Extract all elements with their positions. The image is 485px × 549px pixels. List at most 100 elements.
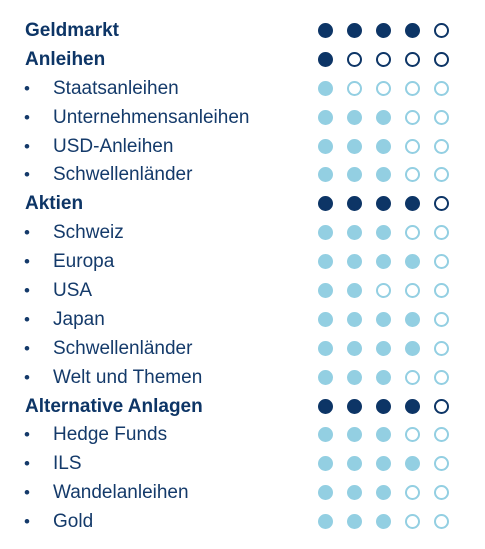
filled-dot-icon: [376, 398, 391, 414]
subcategory-label: Wandelanleihen: [53, 482, 189, 504]
subcategory-label: Schwellenländer: [53, 337, 193, 359]
subcategory-row: • ILS: [0, 450, 485, 479]
rating-dots: [318, 225, 449, 242]
filled-dot-icon: [347, 23, 362, 38]
rating-dots: [318, 369, 449, 387]
filled-dot-icon: [376, 340, 391, 356]
empty-dot-icon: [434, 485, 449, 501]
subcategory-row: • Staatsanleihen: [0, 75, 485, 104]
empty-dot-icon: [434, 138, 449, 154]
empty-dot-icon: [434, 398, 449, 414]
empty-dot-icon: [405, 225, 420, 241]
filled-dot-icon: [318, 225, 333, 241]
filled-dot-icon: [405, 311, 420, 327]
bullet-icon: •: [24, 425, 30, 445]
filled-dot-icon: [376, 109, 391, 125]
filled-dot-icon: [347, 456, 362, 472]
filled-dot-icon: [318, 51, 333, 67]
rating-dots: [318, 51, 449, 69]
rating-dots: [318, 167, 449, 184]
rating-dots: [318, 311, 449, 329]
filled-dot-icon: [376, 514, 391, 530]
empty-dot-icon: [347, 80, 362, 96]
bullet-icon: •: [24, 281, 30, 301]
filled-dot-icon: [376, 311, 391, 327]
subcategory-row: • Japan: [0, 306, 485, 335]
filled-dot-icon: [318, 340, 333, 356]
rating-dots: [318, 456, 449, 473]
subcategory-label: Europa: [53, 251, 115, 273]
filled-dot-icon: [318, 398, 333, 414]
empty-dot-icon: [376, 80, 391, 96]
filled-dot-icon: [405, 196, 420, 212]
filled-dot-icon: [376, 196, 391, 212]
rating-dots: [318, 340, 449, 358]
filled-dot-icon: [376, 138, 391, 154]
bullet-icon: •: [24, 454, 30, 474]
filled-dot-icon: [347, 283, 362, 299]
subcategory-label: USA: [53, 280, 93, 302]
empty-dot-icon: [434, 311, 449, 327]
empty-dot-icon: [434, 51, 449, 67]
filled-dot-icon: [318, 196, 333, 212]
rating-dots: [318, 80, 449, 98]
rating-dots: [318, 109, 449, 127]
empty-dot-icon: [405, 427, 420, 443]
filled-dot-icon: [318, 514, 333, 530]
filled-dot-icon: [405, 254, 420, 270]
empty-dot-icon: [405, 51, 420, 67]
empty-dot-icon: [434, 167, 449, 183]
subcategory-label: Welt und Themen: [53, 366, 203, 388]
subcategory-row: • Hedge Funds: [0, 421, 485, 450]
rating-dots: [318, 254, 449, 271]
subcategory-label: Unternehmensanleihen: [53, 106, 250, 128]
bullet-icon: •: [24, 367, 30, 387]
rating-dots: [318, 398, 449, 416]
bullet-icon: •: [24, 107, 30, 127]
category-label: Geldmarkt: [25, 20, 119, 41]
bullet-icon: •: [24, 512, 30, 532]
filled-dot-icon: [405, 23, 420, 38]
filled-dot-icon: [318, 485, 333, 501]
filled-dot-icon: [347, 311, 362, 327]
category-row: Anleihen: [0, 46, 485, 75]
filled-dot-icon: [318, 456, 333, 472]
allocation-rating-table: Geldmarkt Anleihen • Staatsanleihen • Unterne…: [0, 17, 485, 537]
filled-dot-icon: [347, 340, 362, 356]
filled-dot-icon: [376, 225, 391, 241]
filled-dot-icon: [318, 80, 333, 96]
filled-dot-icon: [318, 369, 333, 385]
filled-dot-icon: [318, 167, 333, 183]
filled-dot-icon: [318, 427, 333, 443]
subcategory-row: • Welt und Themen: [0, 364, 485, 393]
bullet-icon: •: [24, 78, 30, 98]
subcategory-label: Schweiz: [53, 222, 124, 244]
subcategory-label: USD-Anleihen: [53, 135, 174, 157]
subcategory-row: • Gold: [0, 508, 485, 537]
filled-dot-icon: [318, 109, 333, 125]
subcategory-row: • Schweiz: [0, 219, 485, 248]
bullet-icon: •: [24, 483, 30, 503]
empty-dot-icon: [347, 51, 362, 67]
bullet-icon: •: [24, 252, 30, 272]
filled-dot-icon: [405, 456, 420, 472]
category-row: Geldmarkt: [0, 17, 485, 46]
empty-dot-icon: [434, 23, 449, 38]
category-label: Anleihen: [25, 48, 106, 70]
filled-dot-icon: [347, 167, 362, 183]
rating-dots: [318, 138, 449, 156]
filled-dot-icon: [405, 398, 420, 414]
empty-dot-icon: [405, 514, 420, 530]
subcategory-row: • Schwellenländer: [0, 335, 485, 364]
filled-dot-icon: [376, 369, 391, 385]
subcategory-label: ILS: [53, 453, 82, 475]
filled-dot-icon: [347, 138, 362, 154]
bullet-icon: •: [24, 338, 30, 358]
empty-dot-icon: [434, 514, 449, 530]
category-row: Alternative Anlagen: [0, 393, 485, 422]
filled-dot-icon: [347, 196, 362, 212]
filled-dot-icon: [318, 254, 333, 270]
empty-dot-icon: [434, 196, 449, 212]
empty-dot-icon: [434, 225, 449, 241]
empty-dot-icon: [434, 283, 449, 299]
